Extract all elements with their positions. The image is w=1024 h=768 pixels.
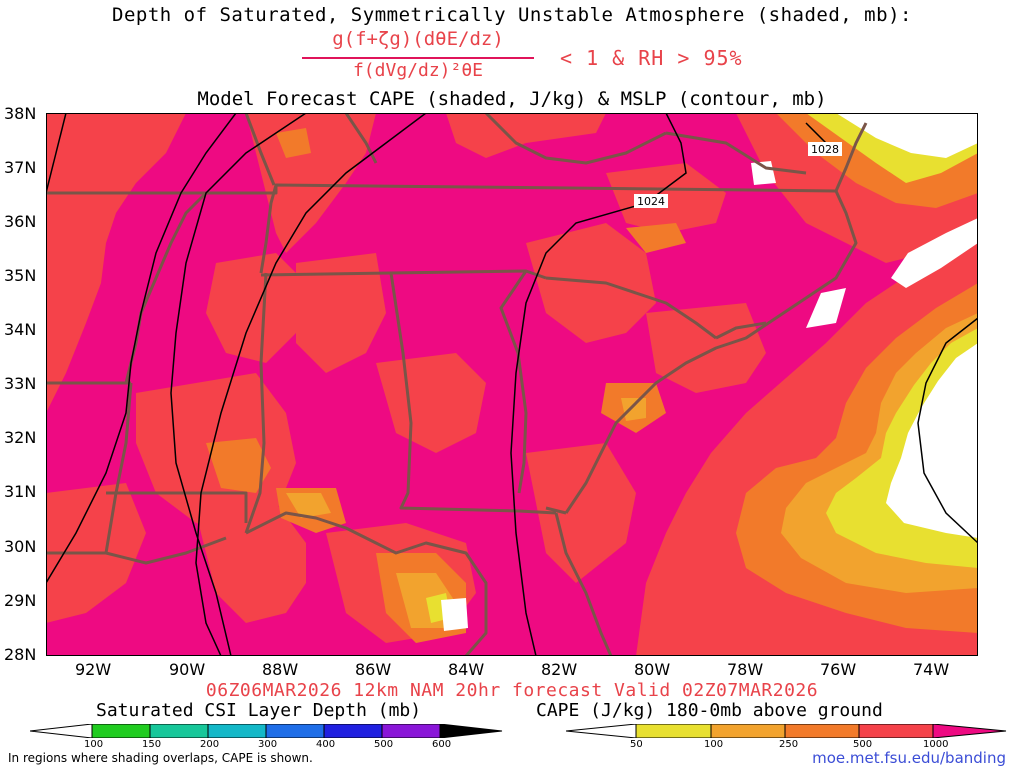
lon-label-76w: 76W (820, 660, 857, 679)
csi-tick-150: 150 (142, 739, 162, 750)
cape-band-none (886, 343, 978, 538)
cape-tick-1000: 1000 (923, 739, 949, 750)
source-credit-link[interactable]: moe.met.fsu.edu/banding (812, 749, 1006, 767)
lon-label-92w: 92W (75, 660, 112, 679)
csi-tick-200: 200 (200, 739, 220, 750)
lon-label-90w: 90W (169, 660, 206, 679)
csi-tick-400: 400 (316, 739, 336, 750)
isobars (46, 113, 978, 656)
formula-denominator: f(dVg/dz)²θE (352, 60, 484, 81)
cape-tick-500: 500 (853, 739, 873, 750)
lon-label-86w: 86W (355, 660, 392, 679)
cape-band-ne-none (836, 113, 978, 158)
lon-label-82w: 82W (541, 660, 578, 679)
csi-tick-500: 500 (374, 739, 394, 750)
csi-legend-title: Saturated CSI Layer Depth (mb) (96, 700, 422, 721)
lon-label-80w: 80W (634, 660, 671, 679)
lat-label-36n: 36N (4, 212, 37, 231)
chart-subtitle: Model Forecast CAPE (shaded, J/kg) & MSL… (197, 88, 827, 110)
cape-legend-title: CAPE (J/kg) 180-0mb above ground (536, 700, 883, 721)
lat-label-33n: 33N (4, 374, 37, 393)
lat-label-31n: 31N (4, 482, 37, 501)
csi-colorbar (30, 724, 503, 738)
lat-label-30n: 30N (4, 537, 37, 556)
chart-title: Depth of Saturated, Symmetrically Unstab… (112, 4, 912, 26)
map-frame (46, 113, 978, 656)
formula-fraction-bar (302, 57, 534, 59)
formula-condition: < 1 & RH > 95% (560, 46, 743, 70)
lat-label-29n: 29N (4, 591, 37, 610)
csi-tick-300: 300 (258, 739, 278, 750)
cape-interior-low-patches (206, 128, 686, 643)
isobar-label-1024: 1024 (634, 194, 668, 208)
formula-numerator: g(f+ζg)(dθE/dz) (332, 28, 504, 50)
lat-label-37n: 37N (4, 158, 37, 177)
csi-tick-100: 100 (84, 739, 104, 750)
lon-label-74w: 74W (913, 660, 950, 679)
lon-label-78w: 78W (727, 660, 764, 679)
cape-tick-250: 250 (779, 739, 799, 750)
forecast-map: 1024 1028 (46, 113, 978, 656)
cape-tick-100: 100 (704, 739, 724, 750)
lat-label-35n: 35N (4, 266, 37, 285)
lon-label-88w: 88W (262, 660, 299, 679)
lat-label-34n: 34N (4, 320, 37, 339)
forecast-valid-line: 06Z06MAR2026 12km NAM 20hr forecast Vali… (205, 680, 819, 701)
cape-tick-50: 50 (630, 739, 643, 750)
cape-colorbar (566, 724, 1007, 738)
cape-band-cape-hatteras-none (806, 288, 846, 328)
lat-label-28n: 28N (4, 645, 37, 664)
svg-text:1028: 1028 (811, 143, 839, 156)
lon-label-84w: 84W (448, 660, 485, 679)
cape-band-outer-banks-none (891, 218, 978, 288)
lat-label-38n: 38N (4, 104, 37, 123)
csi-tick-600: 600 (432, 739, 452, 750)
svg-text:1024: 1024 (637, 195, 665, 208)
isobar-label-1028: 1028 (808, 142, 842, 156)
state-borders (46, 113, 868, 656)
lat-label-32n: 32N (4, 428, 37, 447)
overlap-note: In regions where shading overlaps, CAPE … (8, 751, 313, 765)
